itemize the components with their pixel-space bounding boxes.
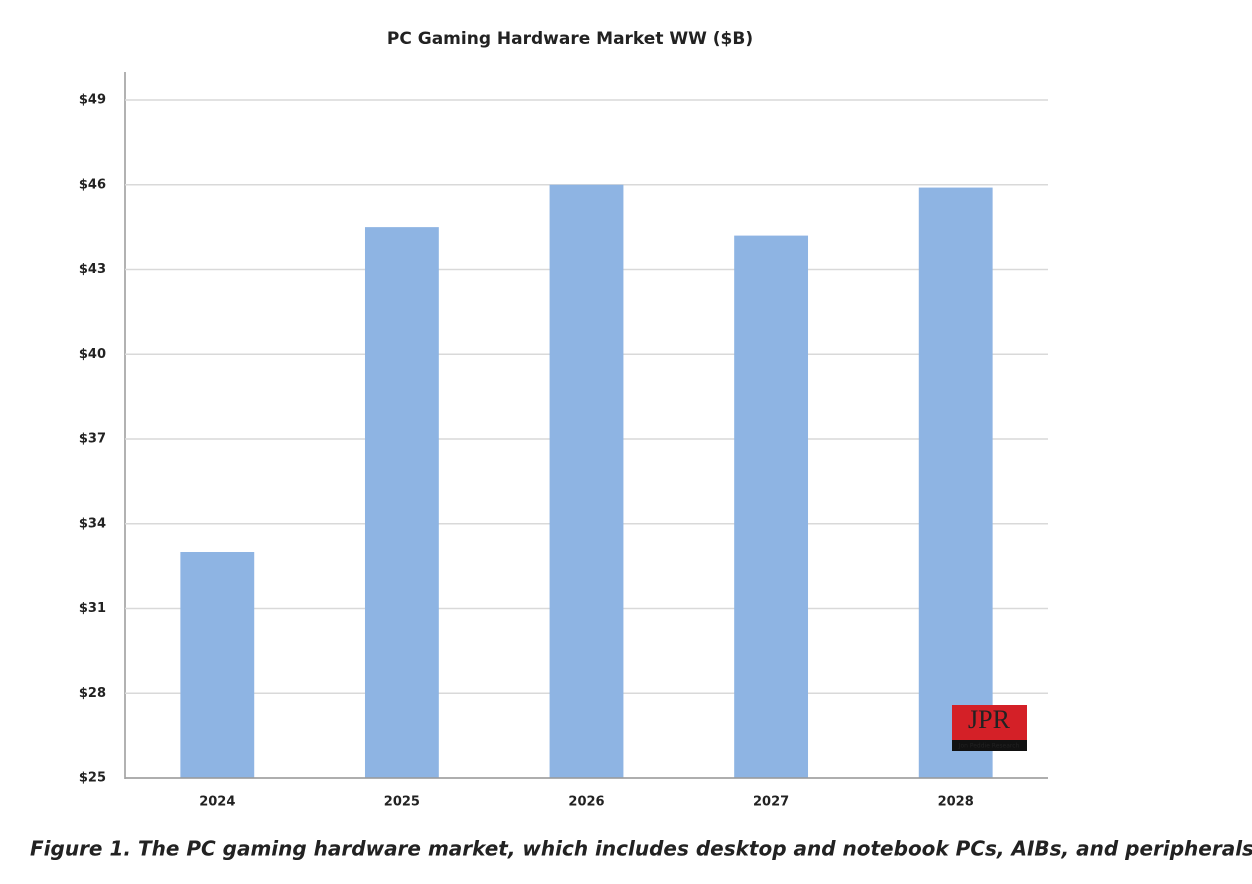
logo-text: JPR (968, 705, 1011, 734)
y-tick-label: $25 (79, 771, 106, 786)
bar (549, 184, 624, 778)
y-tick-label: $37 (79, 432, 106, 447)
bar (734, 235, 809, 779)
bar (364, 227, 439, 778)
logo-strip (952, 740, 1027, 751)
y-tick-label: $43 (79, 262, 106, 277)
y-tick-label: $40 (79, 347, 106, 362)
x-tick-label: 2025 (384, 795, 420, 810)
caption: Figure 1. The PC gaming hardware market,… (30, 837, 1252, 861)
logo: JPR Jon Peddie Research (952, 705, 1027, 751)
y-tick-label: $46 (79, 177, 106, 192)
chart-title: PC Gaming Hardware Market WW ($B) (387, 29, 753, 49)
y-tick-label: $31 (79, 601, 106, 616)
bar (180, 552, 255, 778)
y-tick-label: $34 (79, 516, 106, 531)
x-tick-label: 2027 (753, 795, 789, 810)
y-tick-label: $49 (79, 93, 106, 108)
logo-subtitle: Jon Peddie Research (958, 743, 1020, 750)
x-tick-label: 2026 (568, 795, 604, 810)
bar (918, 187, 993, 778)
x-tick-label: 2028 (938, 795, 974, 810)
y-tick-label: $28 (79, 686, 106, 701)
x-tick-label: 2024 (199, 795, 235, 810)
